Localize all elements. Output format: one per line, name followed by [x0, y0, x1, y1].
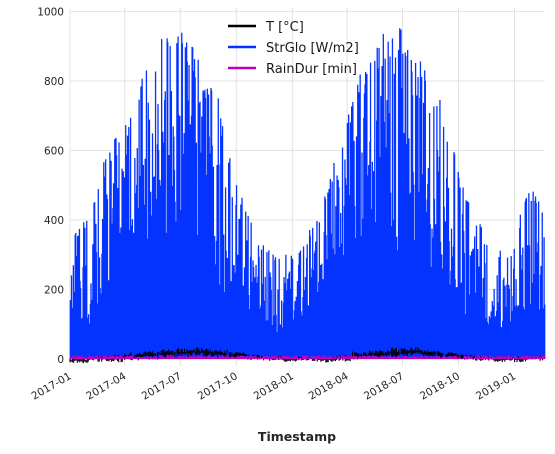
- y-tick-label: 200: [44, 285, 64, 297]
- legend-label: T [°C]: [265, 20, 304, 35]
- y-tick-label: 600: [44, 146, 64, 158]
- legend-label: RainDur [min]: [266, 62, 357, 77]
- legend-label: StrGlo [W/m2]: [266, 41, 359, 56]
- y-tick-label: 800: [44, 76, 64, 88]
- x-axis-title: Timestamp: [258, 429, 336, 444]
- y-tick-label: 400: [44, 215, 64, 227]
- y-tick-label: 0: [57, 354, 64, 366]
- y-tick-label: 1000: [37, 6, 64, 18]
